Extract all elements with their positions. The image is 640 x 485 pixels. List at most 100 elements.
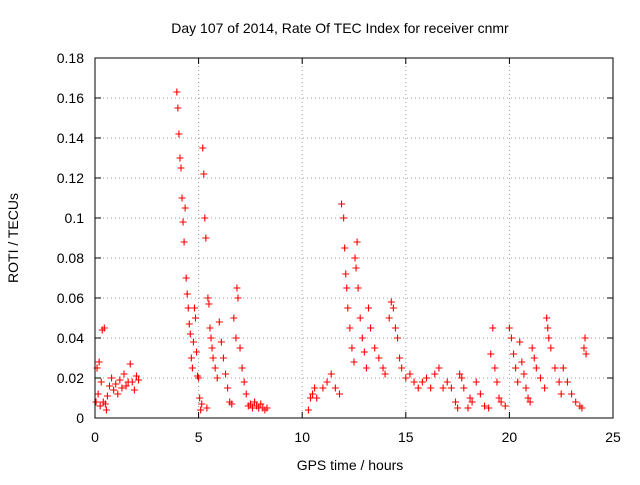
data-point	[493, 378, 501, 386]
data-point	[350, 358, 358, 366]
data-point	[559, 364, 567, 372]
data-point	[233, 284, 241, 292]
data-point	[213, 374, 221, 382]
data-point	[177, 164, 185, 172]
data-point	[130, 386, 138, 394]
data-point	[543, 314, 551, 322]
data-point	[435, 364, 443, 372]
data-point	[204, 294, 212, 302]
data-point	[456, 370, 464, 378]
data-point	[189, 338, 197, 346]
data-point	[205, 300, 213, 308]
data-point	[102, 406, 110, 414]
data-point	[476, 390, 484, 398]
data-point	[200, 170, 208, 178]
data-point	[518, 358, 526, 366]
data-point	[187, 354, 195, 362]
data-point	[443, 378, 451, 386]
data-point	[338, 200, 346, 208]
data-point	[179, 218, 187, 226]
data-point	[203, 404, 211, 412]
y-tick-label: 0.12	[57, 170, 84, 186]
data-point	[520, 370, 528, 378]
data-point	[379, 364, 387, 372]
y-axis-label: ROTI / TECUs	[5, 193, 21, 283]
data-point	[522, 384, 530, 392]
data-point	[180, 238, 188, 246]
data-point	[327, 370, 335, 378]
data-point	[323, 378, 331, 386]
data-point	[582, 350, 590, 358]
data-point	[110, 386, 118, 394]
data-point	[195, 374, 203, 382]
data-point	[197, 406, 205, 414]
data-point	[184, 304, 192, 312]
data-point	[246, 400, 254, 408]
data-point	[536, 374, 544, 382]
data-point	[468, 398, 476, 406]
data-point	[551, 364, 559, 372]
data-point	[406, 370, 414, 378]
data-point	[343, 284, 351, 292]
data-point	[101, 400, 109, 408]
data-point	[319, 384, 327, 392]
data-point	[351, 254, 359, 262]
data-point	[178, 194, 186, 202]
data-point	[346, 324, 354, 332]
data-point	[174, 104, 182, 112]
data-point	[263, 404, 271, 412]
data-point	[367, 324, 375, 332]
data-point	[487, 350, 495, 358]
data-point	[224, 384, 232, 392]
data-point	[309, 390, 317, 398]
data-point	[100, 324, 108, 332]
tick-label-layer: 0 5 10 15 20 25 0 0.02 0.04 0.06 0.08 0.1 0.12 0.14 0.…	[57, 50, 621, 445]
data-point	[128, 378, 136, 386]
data-point	[234, 294, 242, 302]
data-point	[381, 370, 389, 378]
data-point	[410, 378, 418, 386]
data-point	[341, 244, 349, 252]
x-tick-label: 15	[398, 429, 414, 445]
data-point	[208, 344, 216, 352]
data-point	[96, 402, 104, 410]
data-point	[568, 390, 576, 398]
data-point	[414, 384, 422, 392]
data-point	[335, 390, 343, 398]
y-tick-label: 0.14	[57, 130, 84, 146]
data-point	[472, 378, 480, 386]
data-point	[108, 374, 116, 382]
data-point	[489, 324, 497, 332]
x-tick-label: 0	[91, 429, 99, 445]
data-point	[447, 384, 455, 392]
data-point	[362, 364, 370, 372]
data-point	[352, 264, 360, 272]
data-point	[516, 338, 524, 346]
y-tick-label: 0.04	[57, 330, 84, 346]
data-point	[514, 378, 522, 386]
data-point	[375, 354, 383, 362]
data-point	[356, 314, 364, 322]
data-point	[353, 238, 361, 246]
data-point	[431, 370, 439, 378]
data-point	[481, 402, 489, 410]
data-point	[304, 406, 312, 414]
x-tick-label: 20	[502, 429, 518, 445]
data-point	[466, 394, 474, 402]
data-point	[387, 298, 395, 306]
data-point	[222, 370, 230, 378]
data-point	[97, 378, 105, 386]
data-point	[217, 338, 225, 346]
y-tick-label: 0.08	[57, 250, 84, 266]
data-point	[181, 204, 189, 212]
data-point	[114, 390, 122, 398]
data-point	[176, 154, 184, 162]
data-point	[240, 378, 248, 386]
data-point	[191, 314, 199, 322]
data-point	[207, 334, 215, 342]
data-point	[198, 400, 206, 408]
data-point	[396, 354, 404, 362]
data-points-layer	[92, 88, 590, 414]
data-point	[507, 334, 515, 342]
